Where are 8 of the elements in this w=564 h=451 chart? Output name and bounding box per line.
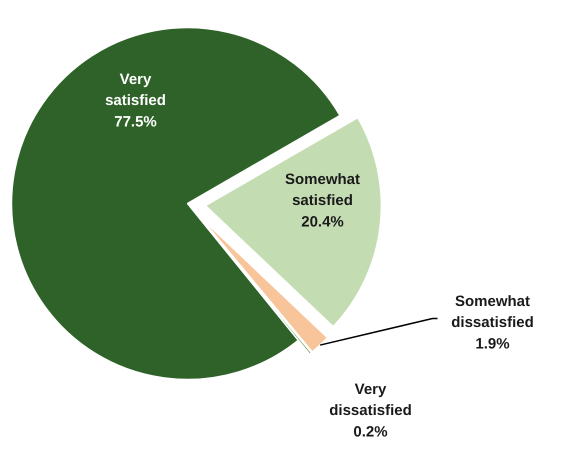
data-label: 1.9% bbox=[475, 335, 510, 352]
slice-label: Very dissatisfied bbox=[329, 380, 412, 419]
data-label: 0.2% bbox=[353, 423, 388, 440]
slice-label: Somewhat dissatisfied bbox=[451, 292, 534, 331]
data-label: 77.5% bbox=[114, 113, 157, 130]
data-label: 20.4% bbox=[301, 213, 344, 230]
slice-label: Very satisfied bbox=[105, 70, 166, 109]
slice-label: Somewhat satisfied bbox=[284, 170, 360, 209]
